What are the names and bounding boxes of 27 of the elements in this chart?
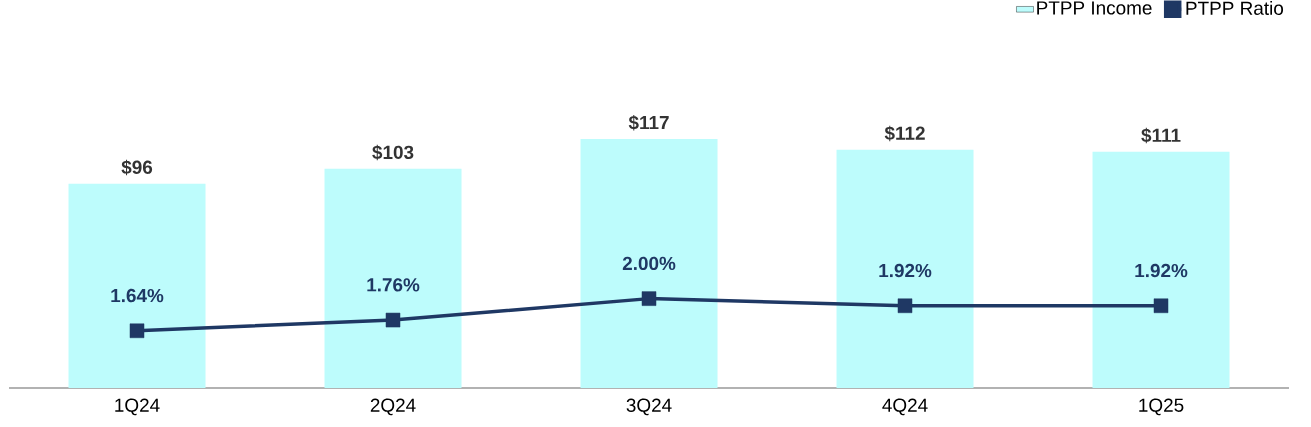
data-label: 1.92% (879, 263, 932, 278)
bar (324, 168, 462, 388)
data-label: 1.76% (367, 278, 420, 292)
bar (68, 183, 206, 388)
data-label: 2.00% (622, 256, 676, 271)
bar (580, 139, 718, 388)
legend-label: PTPP Ratio (1186, 1, 1284, 15)
bar (1092, 151, 1230, 388)
data-label: 1.64% (111, 288, 164, 303)
point (129, 323, 145, 339)
data-label: $112 (884, 125, 925, 142)
x-tick-label: 1Q24 (115, 398, 160, 416)
point (385, 312, 401, 328)
data-label: $117 (628, 115, 669, 131)
bar (836, 149, 974, 388)
x-tick-label: 1Q25 (1139, 398, 1184, 416)
data-label: $111 (1141, 127, 1181, 144)
legend-label: PTPP Income (1037, 1, 1152, 15)
data-label: $103 (372, 144, 414, 161)
data-label: 1.92% (1135, 263, 1188, 278)
point (641, 291, 657, 306)
x-tick-label: 2Q24 (370, 398, 416, 416)
x-tick-label: 4Q24 (882, 398, 928, 416)
point (897, 298, 913, 314)
point (1153, 298, 1169, 314)
x-tick-label: 3Q24 (626, 398, 672, 416)
data-label: $96 (121, 159, 153, 176)
